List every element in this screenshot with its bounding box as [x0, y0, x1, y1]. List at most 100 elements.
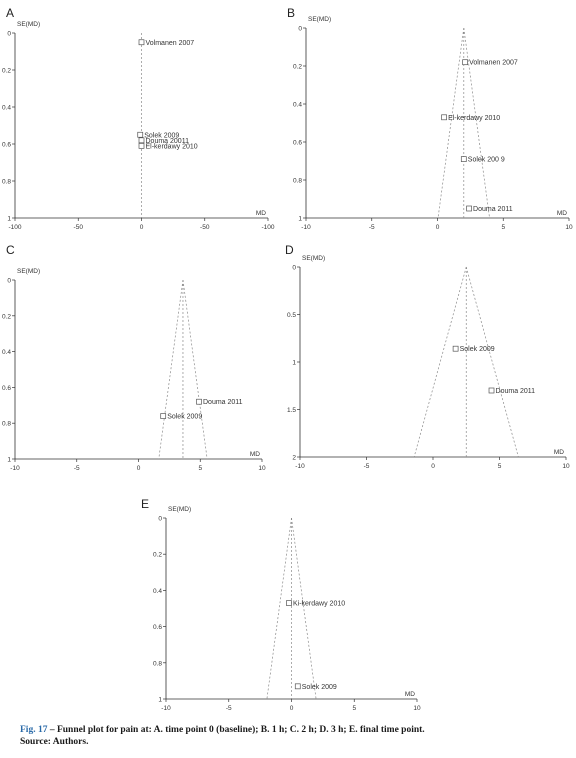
caption-text: – Funnel plot for pain at: A. time point… — [47, 725, 425, 735]
study-point — [488, 387, 495, 394]
study-point-label: Volmanen 2007 — [146, 40, 195, 47]
x-axis-label: MD — [405, 691, 415, 698]
study-point — [138, 143, 145, 149]
x-tick-label: 0 — [436, 224, 440, 231]
x-tick-label: 0 — [137, 465, 141, 472]
panel-a: A00.20.40.60.81-100 -50 0 -50 -100SE(MD)MDVo… — [2, 6, 275, 231]
x-tick-label: -50 — [200, 224, 210, 231]
funnel-right-limit — [291, 517, 317, 700]
panel-c: C 0 0.2 0.4 0.6 0.8 1-10 -5 0 5 10 SE(MD) MD Douma 20… — [2, 243, 266, 472]
study-point-label: Solek 2009 — [144, 132, 179, 139]
study-point — [138, 137, 145, 144]
y-tick-label: 1 — [298, 216, 302, 223]
funnel-left-limit — [266, 517, 292, 700]
study-point-label: Douma 2011 — [496, 388, 536, 395]
x-tick-label: 5 — [352, 705, 356, 712]
x-tick-label: 5 — [501, 224, 505, 231]
x-tick-label: 0 — [290, 705, 294, 712]
x-tick-label: 10 — [562, 463, 570, 470]
x-tick-label: -5 — [364, 463, 370, 470]
panel-b: B00.20.40.60.81-10 -5 0 5 10SE(MD)MDVolmanen… — [287, 6, 573, 231]
study-point-label: Ki-kerdawy 2010 — [293, 601, 345, 608]
study-point — [460, 156, 467, 162]
caption-figure-label: Fig. 17 — [20, 725, 48, 735]
y-tick-label: 0 — [7, 278, 11, 285]
y-tick-label: 0.8 — [2, 421, 11, 428]
y-axis-label: SE(MD) — [168, 506, 191, 513]
y-tick-label: 2 — [292, 455, 296, 462]
y-tick-label: 0.2 — [153, 552, 162, 559]
x-tick-label: 10 — [565, 224, 573, 231]
y-tick-label: 0 — [292, 265, 296, 272]
study-point — [452, 345, 459, 352]
y-tick-label: 1 — [158, 697, 162, 704]
x-tick-label: -100 — [261, 224, 274, 231]
y-tick-label: 0.4 — [293, 102, 302, 109]
x-tick-label: -10 — [161, 705, 171, 712]
x-tick-label: -5 — [226, 705, 232, 712]
figure-caption: Fig. 17 – Funnel plot for pain at: A. ti… — [20, 724, 560, 748]
y-axis-label: SE(MD) — [302, 255, 325, 262]
panel-d: D 0 0.5 1 1.5 2-10 -5 0 5 10 SE(MD) MD Solek 2009 Dou… — [285, 243, 570, 470]
y-axis-label: SE(MD) — [308, 16, 331, 23]
y-tick-label: 0.2 — [2, 68, 11, 75]
study-point-label: Solek 2009 — [460, 346, 495, 353]
x-tick-label: -100 — [8, 224, 21, 231]
y-axis-label: SE(MD) — [17, 21, 40, 28]
study-point-label: Douma 2011 — [473, 206, 513, 213]
study-point-label: Solek 2009 — [302, 684, 337, 691]
funnel-right-limit — [463, 27, 490, 219]
y-tick-label: 0.6 — [293, 140, 302, 147]
y-tick-label: 1.5 — [287, 407, 296, 414]
y-tick-label: 0.4 — [2, 105, 11, 112]
study-point-label: Douma 20011 — [146, 138, 190, 145]
study-point — [137, 131, 144, 138]
y-tick-label: 0.4 — [2, 349, 11, 356]
y-tick-label: 0.8 — [2, 179, 11, 186]
study-point — [462, 59, 468, 66]
y-axis-label: SE(MD) — [17, 268, 40, 275]
study-point-label: Solek 200 9 — [468, 157, 505, 164]
funnel-left-limit — [437, 27, 465, 219]
x-tick-label: -10 — [301, 224, 311, 231]
x-tick-label: -5 — [369, 224, 375, 231]
x-tick-label: 5 — [498, 463, 502, 470]
x-axis-label: MD — [256, 210, 266, 217]
x-tick-label: 0 — [431, 463, 435, 470]
study-point — [294, 683, 301, 690]
y-tick-label: 0.6 — [2, 142, 11, 149]
study-point — [286, 600, 292, 606]
study-point-label: Douma 2011 — [203, 399, 243, 406]
y-tick-label: 0.6 — [2, 385, 11, 392]
study-point-label: El-kerdawy 2010 — [146, 143, 198, 150]
panel-letter: A — [6, 6, 14, 20]
funnel-right-limit — [465, 266, 519, 458]
study-point — [196, 398, 202, 405]
y-tick-label: 0.8 — [293, 178, 302, 185]
x-tick-label: -10 — [10, 465, 20, 472]
study-point — [138, 39, 145, 46]
y-tick-label: 0.2 — [2, 313, 11, 320]
x-tick-label: 0 — [140, 224, 144, 231]
study-point-label: Solek 2009 — [167, 414, 202, 421]
panel-e: E 0 0.2 0.4 0.6 0.8 1-10 -5 0 5 10 SE(MD) MD Ki-kerda… — [141, 497, 421, 712]
panel-letter: B — [287, 6, 295, 20]
y-tick-label: 0 — [298, 26, 302, 33]
x-tick-label: 10 — [258, 465, 266, 472]
study-point — [466, 205, 472, 212]
y-tick-label: 1 — [292, 360, 296, 367]
panel-letter: E — [141, 497, 149, 511]
funnel-left-limit — [158, 279, 184, 460]
study-point-label: El-kerdawy 2010 — [448, 115, 500, 122]
y-tick-label: 0.5 — [287, 312, 296, 319]
caption-source: Source: Authors. — [20, 737, 89, 747]
x-tick-label: -5 — [74, 465, 80, 472]
x-axis-label: MD — [557, 210, 567, 217]
y-tick-label: 0.2 — [293, 64, 302, 71]
funnel-left-limit — [413, 266, 467, 458]
y-tick-label: 0.4 — [153, 588, 162, 595]
x-tick-label: -50 — [74, 224, 84, 231]
study-point — [441, 114, 447, 121]
panel-letter: D — [285, 243, 294, 257]
